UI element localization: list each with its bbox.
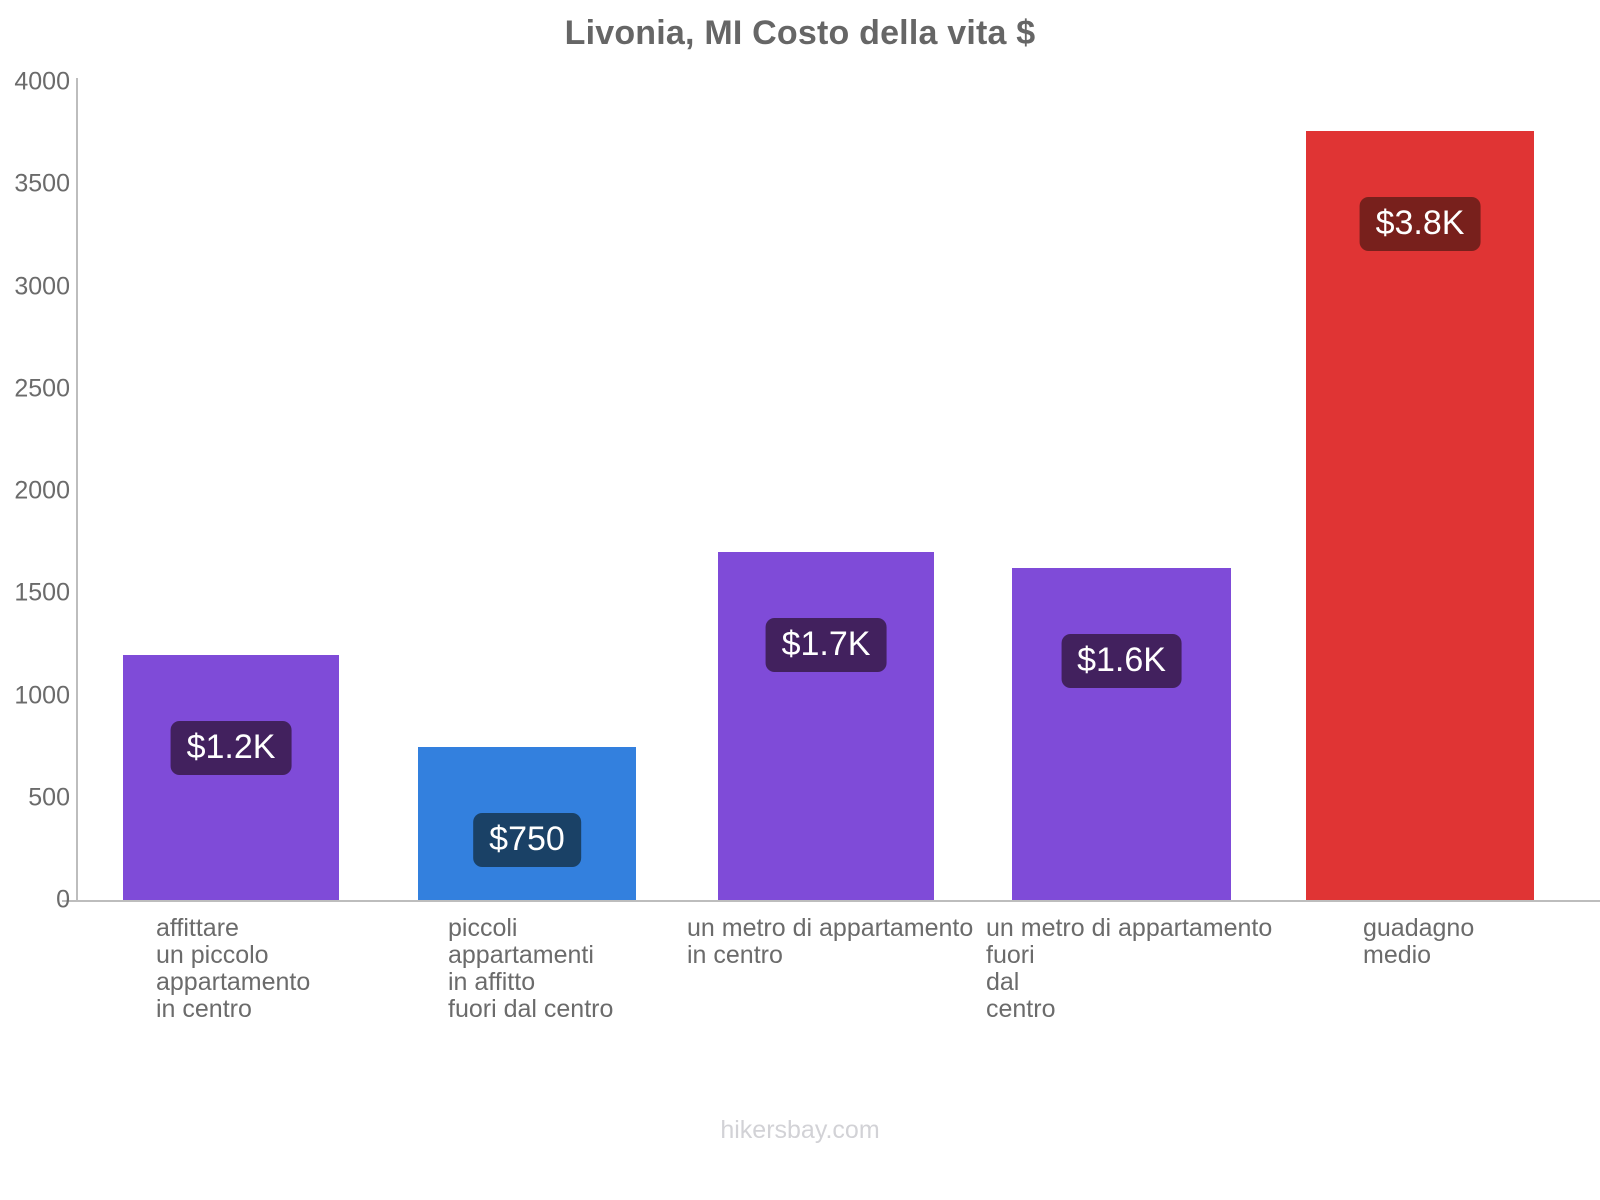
x-axis-category-labels: affittare un piccolo appartamento in cen…	[0, 915, 1600, 1075]
bar-value-label: $1.6K	[1061, 633, 1182, 688]
chart-title: Livonia, MI Costo della vita $	[564, 14, 1036, 52]
y-tick-label: 4000	[14, 67, 70, 96]
bar-value-label: $3.8K	[1359, 197, 1481, 252]
bar[interactable]: $750	[418, 746, 636, 900]
watermark-hikersbay: hikersbay.com	[720, 1116, 880, 1144]
bar[interactable]: $1.6K	[1012, 567, 1231, 900]
x-category-label: piccoli appartamenti in affitto fuori da…	[448, 914, 614, 1023]
x-category-label: un metro di appartamento fuori dal centr…	[986, 914, 1273, 1023]
bar-value-label: $1.2K	[170, 720, 292, 775]
y-tick-label: 0	[56, 885, 70, 914]
y-tick-label: 500	[28, 783, 70, 812]
bar[interactable]: $3.8K	[1306, 131, 1534, 900]
y-tick-label: 1500	[14, 578, 70, 607]
y-tick-label: 2000	[14, 476, 70, 505]
y-tick-label: 1000	[14, 681, 70, 709]
x-category-label: guadagno medio	[1363, 914, 1475, 969]
bar[interactable]: $1.7K	[718, 552, 934, 900]
y-axis-line	[76, 78, 78, 900]
bar-value-label: $1.7K	[765, 618, 887, 673]
x-category-label: un metro di appartamento in centro	[687, 914, 974, 969]
bar-value-label: $750	[473, 812, 581, 867]
x-category-label: affittare un piccolo appartamento in cen…	[156, 914, 311, 1023]
bar[interactable]: $1.2K	[123, 654, 339, 900]
y-axis-tick-labels: 0 500 1000 1500 2000 2500 3000 3500 4000	[0, 0, 70, 1200]
y-tick-label: 3500	[14, 169, 70, 198]
y-tick-label: 2500	[14, 374, 70, 403]
y-tick-label: 3000	[14, 272, 70, 300]
x-axis-line	[62, 900, 1600, 902]
